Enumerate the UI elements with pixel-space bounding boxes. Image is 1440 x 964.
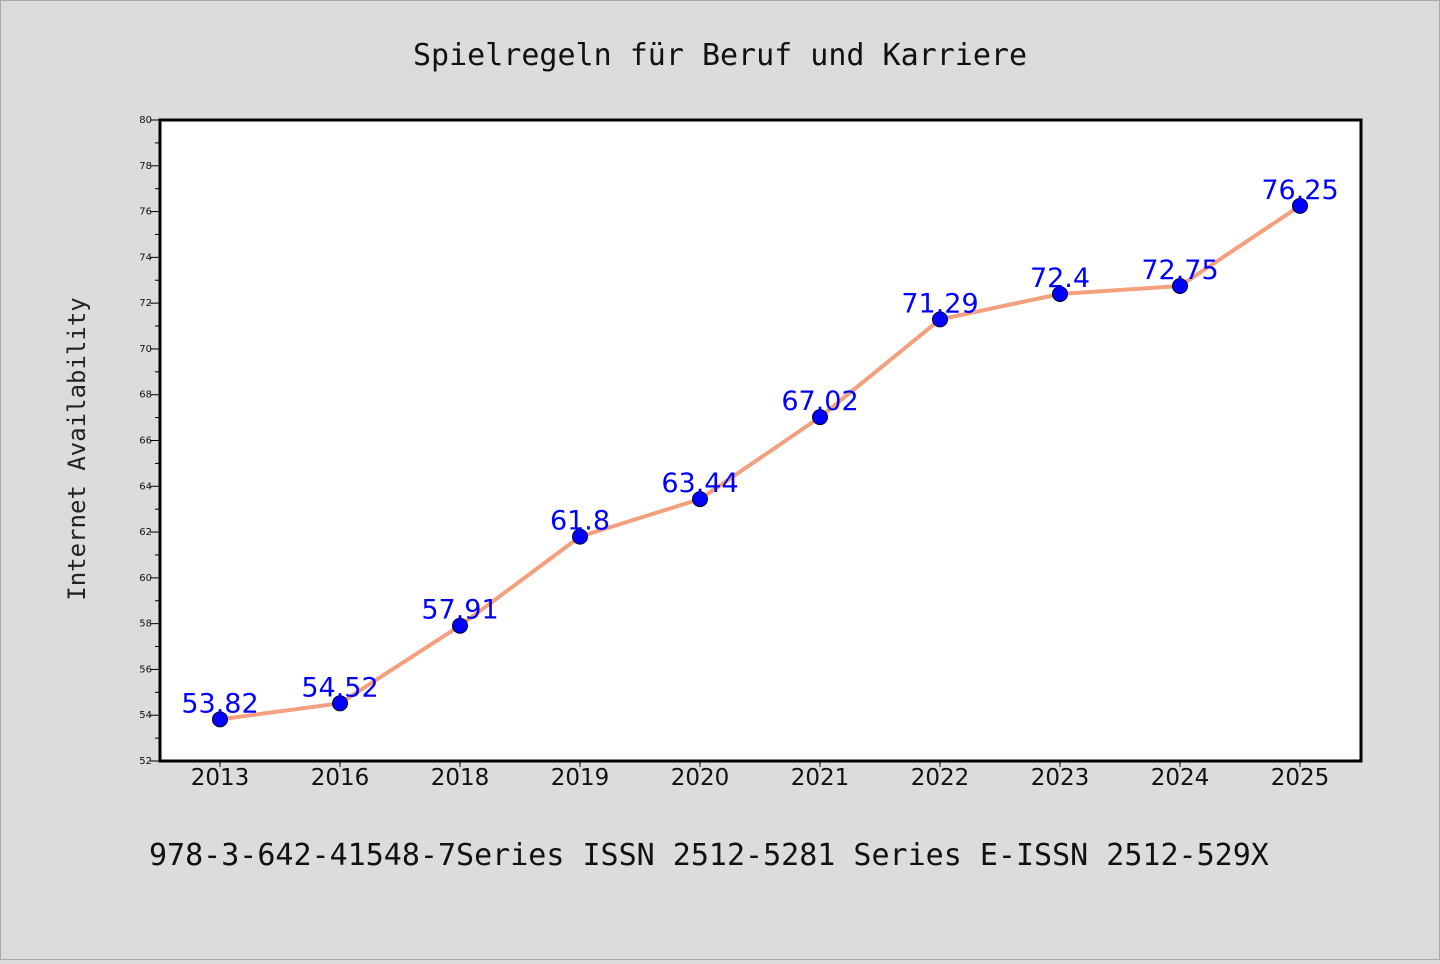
x-tick-label: 2018 xyxy=(431,765,490,791)
x-tick-label: 2023 xyxy=(1031,765,1090,791)
x-tick-label: 2016 xyxy=(311,765,370,791)
y-tick-label: 78 xyxy=(139,161,152,172)
y-axis: 52 54 56 58 60 62 64 66 68 70 72 74 76 78 80 xyxy=(139,115,160,767)
x-tick-label: 2013 xyxy=(191,765,250,791)
data-label: 61.8 xyxy=(550,506,610,537)
plot-area xyxy=(158,118,1363,763)
y-tick-label: 54 xyxy=(139,710,152,721)
y-tick-label: 60 xyxy=(139,573,152,584)
y-tick-label: 62 xyxy=(139,527,152,538)
data-series xyxy=(212,197,1308,728)
data-label: 54.52 xyxy=(301,672,378,703)
y-tick-label: 70 xyxy=(139,344,152,355)
isbn-issn-caption: 978-3-642-41548-7Series ISSN 2512-5281 S… xyxy=(149,838,1269,873)
y-tick-label: 66 xyxy=(139,436,152,447)
data-point xyxy=(452,617,468,634)
data-labels: 53.82 54.52 57.91 61.8 63.44 67.02 71.29 72.4 72… xyxy=(181,175,1338,719)
data-label: 76.25 xyxy=(1261,175,1338,206)
x-tick-label: 2025 xyxy=(1271,765,1330,791)
data-point xyxy=(1172,277,1188,294)
y-tick-label: 76 xyxy=(139,207,152,218)
y-tick-label: 80 xyxy=(139,115,152,126)
y-tick-label: 56 xyxy=(139,664,152,675)
series-line xyxy=(218,203,1302,722)
data-label: 67.02 xyxy=(781,386,858,417)
x-tick-label: 2021 xyxy=(791,765,850,791)
data-label: 53.82 xyxy=(181,688,258,719)
chart-title: Spielregeln für Beruf und Karriere xyxy=(413,38,1027,73)
x-axis: 2013 2016 2018 2019 2020 2021 2022 2023 2024 2025 xyxy=(191,761,1330,791)
x-tick-label: 2024 xyxy=(1151,765,1210,791)
y-tick-label: 58 xyxy=(139,619,152,630)
y-tick-label: 68 xyxy=(139,390,152,401)
data-point xyxy=(812,409,828,426)
y-axis-label: Internet Availability xyxy=(63,297,91,600)
x-tick-label: 2020 xyxy=(671,765,730,791)
data-label: 72.75 xyxy=(1141,255,1218,286)
data-point xyxy=(212,711,228,728)
data-point xyxy=(332,695,348,712)
x-tick-label: 2019 xyxy=(551,765,610,791)
data-label: 63.44 xyxy=(661,468,738,499)
data-point xyxy=(932,311,948,328)
y-tick-label: 52 xyxy=(139,756,152,767)
x-tick-label: 2022 xyxy=(911,765,970,791)
y-tick-label: 64 xyxy=(139,481,152,492)
data-label: 71.29 xyxy=(901,288,978,319)
y-tick-label: 74 xyxy=(139,252,152,263)
y-tick-label: 72 xyxy=(139,298,152,309)
data-label: 72.4 xyxy=(1030,263,1090,294)
data-point xyxy=(692,491,708,508)
data-label: 57.91 xyxy=(421,595,498,626)
data-point xyxy=(1292,197,1308,214)
data-point xyxy=(1052,285,1068,302)
data-point xyxy=(572,528,588,545)
